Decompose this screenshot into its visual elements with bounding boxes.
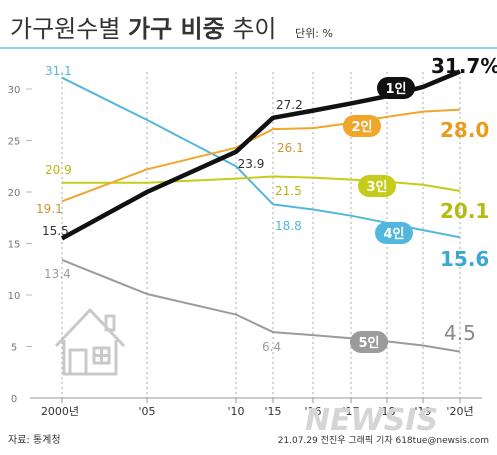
x-tick-label: '20년 (446, 405, 473, 418)
data-label: 31.1 (45, 64, 72, 78)
series-tag: 3인 (358, 175, 396, 197)
series-tag: 2인 (343, 115, 381, 137)
x-tick-label: '05 (138, 405, 155, 418)
data-label: 20.1 (440, 199, 489, 223)
data-label: 28.0 (440, 118, 489, 142)
data-label: 27.2 (276, 98, 303, 112)
y-tick-label: 0 (11, 394, 17, 405)
x-tick-label: '19 (414, 405, 431, 418)
series-tag: 4인 (375, 222, 413, 244)
series-tag-label: 1인 (385, 81, 406, 97)
data-label: 18.8 (275, 219, 302, 233)
x-tick-label: '10 (227, 405, 244, 418)
source-label: 자료: 통계청 (8, 434, 61, 446)
x-tick-label: '15 (264, 405, 281, 418)
data-label: 4.5 (444, 321, 476, 345)
y-tick-label: 10 (8, 291, 21, 302)
series-tag: 1인 (377, 77, 415, 99)
series-line-2 (61, 108, 461, 203)
data-label: 19.1 (36, 202, 63, 216)
y-tick-label: 15 (8, 240, 21, 251)
x-tick-label: '18 (378, 405, 395, 418)
series-tag-label: 4인 (383, 226, 404, 242)
series-tag-label: 2인 (351, 119, 372, 135)
watermark-logo: NEWSIS (305, 403, 438, 438)
data-label: 20.9 (45, 163, 72, 177)
y-tick-label: 25 (8, 137, 21, 148)
y-tick-label: 20 (8, 188, 21, 199)
x-tick-label: 2000년 (41, 405, 79, 418)
data-label: 6.4 (262, 340, 281, 354)
y-tick-label: 5 (11, 343, 17, 354)
house-icon (54, 308, 126, 376)
series-tag: 5인 (350, 331, 388, 353)
y-tick-label: 30 (8, 85, 21, 96)
data-label: 15.5 (42, 224, 69, 238)
data-label: 21.5 (275, 184, 302, 198)
data-label: 23.9 (238, 157, 265, 171)
series-tag-label: 5인 (358, 335, 379, 351)
credit-label: 21.07.29 전진우 그래픽 기자 618tue@newsis.com (278, 435, 489, 446)
data-label: 31.7% (431, 54, 497, 78)
chart-title: 가구원수별 가구 비중 추이 (10, 15, 277, 43)
x-tick-label: '17 (342, 405, 359, 418)
data-label: 13.4 (44, 267, 71, 281)
data-label: 26.1 (277, 141, 304, 155)
series-tag-label: 3인 (366, 179, 387, 195)
x-tick-label: '16 (304, 405, 321, 418)
unit-label: 단위: % (295, 27, 333, 40)
series-line-3 (62, 175, 461, 192)
series-line-5 (61, 259, 461, 353)
data-label: 15.6 (440, 247, 489, 271)
